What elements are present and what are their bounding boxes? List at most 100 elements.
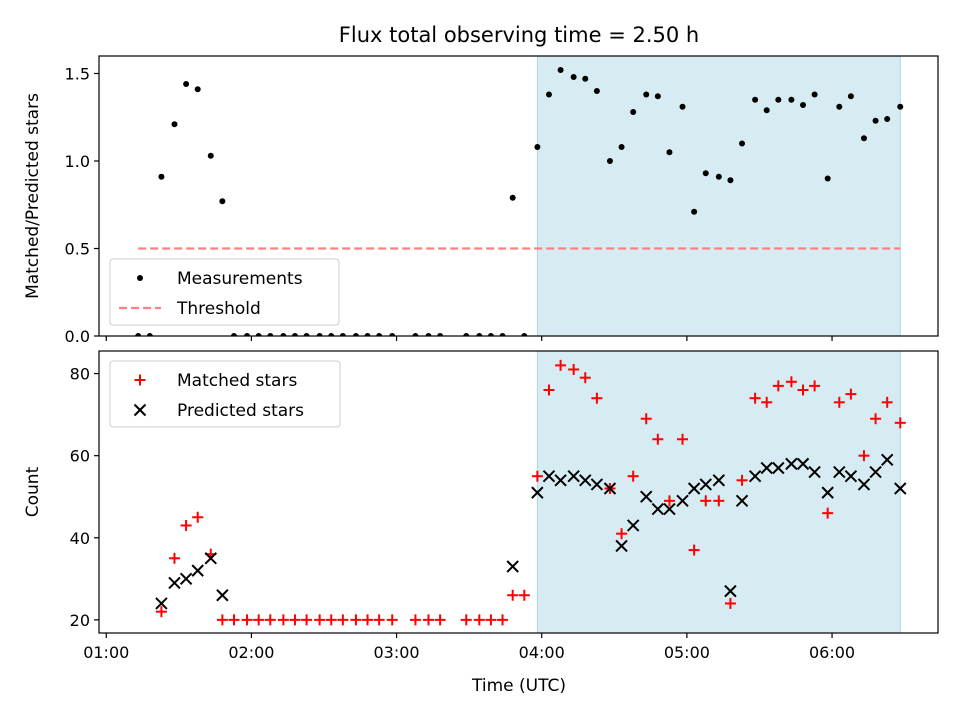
matched-star-point [568, 363, 580, 375]
measurement-point [800, 102, 807, 108]
predicted-star-point [191, 564, 204, 577]
bottom-plot-area [155, 359, 907, 626]
predicted-star-point [579, 474, 592, 487]
matched-star-point [350, 614, 362, 626]
matched-star-point [289, 614, 301, 626]
top-legend-box [109, 258, 340, 326]
bottom-y-axis-label: Count [23, 466, 43, 517]
measurement-point [534, 144, 541, 150]
matched-star-point [373, 614, 385, 626]
measurement-point [788, 96, 795, 103]
predicted-star-point [554, 474, 567, 487]
top-y-tick-label: 0.5 [65, 240, 90, 259]
predicted-star-point [168, 576, 181, 590]
top-y-tick-label: 1.0 [65, 152, 90, 171]
matched-star-point [627, 470, 639, 482]
matched-star-point [180, 519, 192, 531]
predicted-star-point [808, 465, 821, 479]
matched-star-point [797, 384, 809, 396]
measurement-point [316, 333, 323, 336]
matched-star-point [677, 433, 689, 445]
measurement-point [194, 86, 201, 93]
matched-star-point [253, 614, 265, 626]
matched-star-point [518, 589, 530, 601]
matched-star-point [688, 544, 700, 556]
matched-star-point [277, 614, 289, 626]
top-plot-area [135, 67, 904, 336]
bottom-y-tick-label: 60 [70, 447, 90, 466]
x-tick-label: 03:00 [374, 643, 420, 662]
matched-star-point [192, 511, 204, 523]
predicted-star-point [542, 469, 556, 483]
measurement-point [691, 208, 698, 215]
matched-star-point [736, 474, 748, 486]
top-y-axis-label: Matched/Predicted stars [23, 93, 43, 299]
predicted-star-point [590, 478, 604, 491]
measurement-point [836, 103, 843, 110]
predicted-star-point [724, 584, 737, 598]
measurement-point [860, 135, 867, 142]
matched-star-point [409, 614, 421, 626]
matched-star-point [241, 614, 253, 626]
matched-star-point [555, 359, 567, 371]
matched-star-point [616, 528, 628, 540]
top-axes-frame [98, 55, 939, 337]
matched-star-point [579, 372, 591, 384]
predicted-star-point [712, 474, 726, 487]
matched-star-point [663, 495, 675, 507]
predicted-star-point [760, 461, 773, 475]
predicted-star-point [179, 572, 193, 586]
predicted-star-point [663, 502, 676, 516]
matched-star-point [809, 380, 821, 392]
predicted-star-point [880, 453, 894, 466]
predicted-star-point [567, 469, 580, 483]
matched-star-point [423, 614, 435, 626]
predicted-star-point [844, 469, 858, 483]
predicted-star-point [869, 465, 882, 479]
measurement-point [884, 116, 891, 122]
matched-star-point [761, 396, 773, 408]
measurement-point [280, 333, 287, 336]
measurement-point [352, 333, 359, 336]
predicted-star-point [531, 486, 544, 499]
measurement-point [570, 74, 577, 80]
measurement-point [666, 149, 673, 156]
matched-star-point [473, 614, 485, 626]
x-axis-label: Time (UTC) [471, 676, 566, 696]
measurement-point [643, 91, 650, 98]
measurement-point [715, 173, 722, 180]
measurement-point [463, 333, 470, 336]
measurement-point [499, 333, 506, 336]
top-legend: Measurements Threshold [109, 258, 340, 326]
measurement-point [267, 333, 274, 336]
measurement-point [593, 88, 600, 94]
measurement-point [425, 333, 432, 336]
bottom-panel: 20 40 60 80 01:00 02:00 03:00 04:00 05:00 06:00 Co… [23, 350, 939, 662]
matched-star-point [772, 380, 784, 392]
x-tick-label: 01:00 [83, 643, 129, 662]
matched-star-point [155, 606, 167, 618]
measurement-point [412, 333, 419, 336]
measurement-point [146, 333, 153, 336]
measurement-point [219, 198, 226, 205]
measurement-point [244, 333, 251, 336]
measurement-point [291, 333, 298, 336]
bottom-y-tick-label: 40 [70, 529, 90, 548]
measurement-point [811, 91, 818, 98]
predicted-star-point [785, 457, 798, 471]
x-tick-label: 02:00 [228, 643, 274, 662]
measurement-point [847, 93, 854, 100]
chart-title: Flux total observing time = 2.50 h [339, 23, 699, 47]
predicted-star-point [687, 482, 701, 495]
measurement-point [328, 333, 335, 336]
legend-label: Measurements [177, 269, 303, 289]
measurement-point [654, 93, 661, 100]
matched-star-point [386, 614, 398, 626]
measurement-point [897, 103, 904, 110]
matched-star-point [749, 392, 761, 404]
measurement-point [702, 170, 709, 177]
matched-star-point [652, 433, 664, 445]
legend-measurements-marker [137, 275, 143, 281]
measurement-point [679, 103, 686, 110]
